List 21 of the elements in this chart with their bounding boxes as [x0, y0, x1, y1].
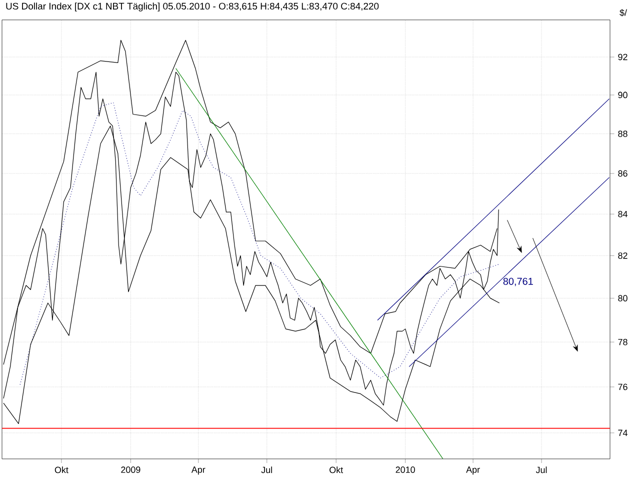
x-tick-label: Okt [330, 466, 344, 474]
y-tick-label: 90 [618, 92, 628, 98]
x-tick-label: Jul [536, 466, 547, 474]
y-tick-label: 88 [618, 130, 628, 137]
x-tick-label: Jul [261, 466, 272, 474]
y-tick-label: 82 [618, 252, 628, 259]
y-axis-title: $/ [620, 9, 627, 16]
annotation: 80,761 [503, 278, 533, 286]
y-tick-label: 86 [618, 170, 628, 177]
x-tick-label: 2009 [121, 466, 140, 473]
x-tick-label: Apr [191, 466, 206, 475]
y-tick-label: 84 [618, 210, 628, 218]
y-tick-label: 78 [618, 338, 628, 346]
y-tick-label: 76 [618, 384, 628, 390]
y-tick-label: 92 [618, 54, 628, 60]
chart-title: US Dollar Index [DX c1 NBT Täglich] 05.05.2010 - O:83,615 H:84,435 L:83,470 C:84,220 [6, 2, 379, 12]
x-tick-label: Apr [466, 466, 480, 475]
y-tick-label: 74 [618, 430, 628, 436]
x-tick-label: 2010 [396, 466, 415, 473]
y-tick-label: 80 [618, 295, 628, 302]
x-tick-label: Okt [54, 466, 68, 474]
